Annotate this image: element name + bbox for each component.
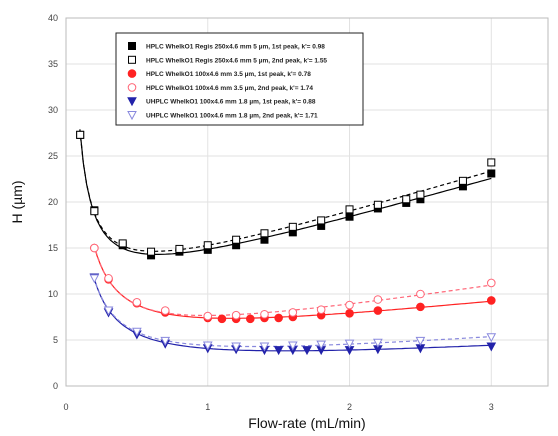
data-point — [132, 297, 142, 307]
y-tick-label: 25 — [48, 151, 58, 161]
data-point — [245, 314, 255, 324]
data-point — [373, 338, 383, 348]
data-point — [487, 169, 496, 178]
data-point — [147, 247, 156, 256]
data-point — [274, 313, 283, 323]
data-point — [104, 274, 113, 283]
y-tick-label: 40 — [48, 13, 58, 23]
data-point — [260, 229, 269, 238]
legend-entry: HPLC WhelkO1 Regis 250x4.6 mm 5 µm, 2nd … — [146, 57, 327, 64]
data-point — [415, 336, 426, 346]
data-point — [287, 341, 298, 351]
data-point — [160, 306, 170, 315]
data-point — [118, 239, 127, 248]
legend-entry: UHPLC WhelkO1 100x4.6 mm 1.8 µm, 2nd pea… — [146, 113, 318, 120]
data-point — [90, 243, 99, 253]
data-point — [203, 241, 212, 250]
y-axis-ticks: 0 5 10 15 20 25 30 35 40 — [48, 13, 58, 391]
legend-marker — [127, 83, 137, 92]
data-point — [160, 336, 171, 346]
data-point — [317, 216, 326, 225]
y-tick-label: 30 — [48, 105, 58, 115]
data-point — [486, 278, 496, 288]
data-point — [345, 212, 354, 221]
data-point — [416, 190, 425, 199]
y-tick-label: 20 — [48, 197, 58, 207]
data-point — [487, 158, 496, 167]
data-point — [273, 346, 284, 356]
legend-marker — [128, 42, 136, 50]
data-point — [345, 309, 354, 318]
y-tick-label: 35 — [48, 59, 58, 69]
data-point — [132, 327, 142, 337]
data-point — [316, 340, 327, 350]
data-point — [373, 200, 382, 209]
data-point — [76, 130, 85, 139]
data-point — [345, 205, 354, 214]
plot-area-frame — [65, 17, 549, 387]
y-tick-label: 0 — [53, 381, 58, 391]
fit-curve — [79, 129, 492, 255]
data-point — [288, 222, 297, 231]
data-point — [486, 342, 497, 352]
legend-entry: HPLC WhelkO1 100x4.6 mm 3.5 µm, 2nd peak… — [146, 85, 313, 92]
data-point — [373, 306, 383, 315]
data-point — [202, 341, 213, 351]
legend-entry: HPLC WhelkO1 Regis 250x4.6 mm 5 µm, 1st … — [146, 44, 325, 51]
x-tick-label: 1 — [205, 402, 210, 412]
y-tick-label: 5 — [53, 335, 58, 345]
legend-box — [115, 32, 364, 126]
data-point — [217, 314, 227, 324]
data-markers — [76, 130, 497, 356]
data-point — [260, 309, 269, 319]
data-point — [402, 195, 411, 204]
data-point — [90, 207, 99, 216]
data-point — [175, 244, 184, 253]
data-point — [231, 342, 241, 352]
legend-marker — [127, 111, 137, 121]
x-tick-label: 0 — [63, 402, 68, 412]
legend-marker — [127, 97, 137, 107]
data-point — [345, 300, 354, 310]
data-point — [259, 342, 270, 352]
x-tick-label: 2 — [347, 402, 352, 412]
x-tick-label: 3 — [489, 402, 494, 412]
data-point — [302, 346, 312, 356]
data-point — [203, 311, 213, 321]
data-point — [486, 333, 497, 343]
y-tick-label: 15 — [48, 243, 58, 253]
data-point — [416, 302, 425, 312]
legend-marker — [127, 69, 137, 78]
data-point — [416, 289, 425, 299]
fit-curves — [79, 129, 492, 352]
legend-marker — [128, 55, 136, 64]
legend-entry: UHPLC WhelkO1 100x4.6 mm 1.8 µm, 1st pea… — [146, 99, 316, 106]
data-point — [458, 176, 467, 185]
legend: HPLC WhelkO1 Regis 250x4.6 mm 5 µm, 1st … — [115, 32, 364, 126]
x-axis-ticks: 0 1 2 3 — [63, 402, 493, 412]
data-point — [103, 306, 114, 316]
data-point — [232, 235, 241, 244]
data-point — [288, 308, 298, 317]
data-point — [89, 274, 100, 284]
data-point — [231, 310, 241, 320]
y-axis-label: H (µm) — [9, 180, 25, 223]
data-point — [316, 305, 326, 314]
y-tick-label: 10 — [48, 289, 58, 299]
data-point — [373, 295, 383, 304]
legend-entry: HPLC WhelkO1 100x4.6 mm 3.5 µm, 1st peak… — [146, 71, 311, 78]
x-axis-label: Flow-rate (mL/min) — [248, 415, 365, 431]
data-point — [486, 296, 496, 305]
data-point — [344, 339, 355, 349]
